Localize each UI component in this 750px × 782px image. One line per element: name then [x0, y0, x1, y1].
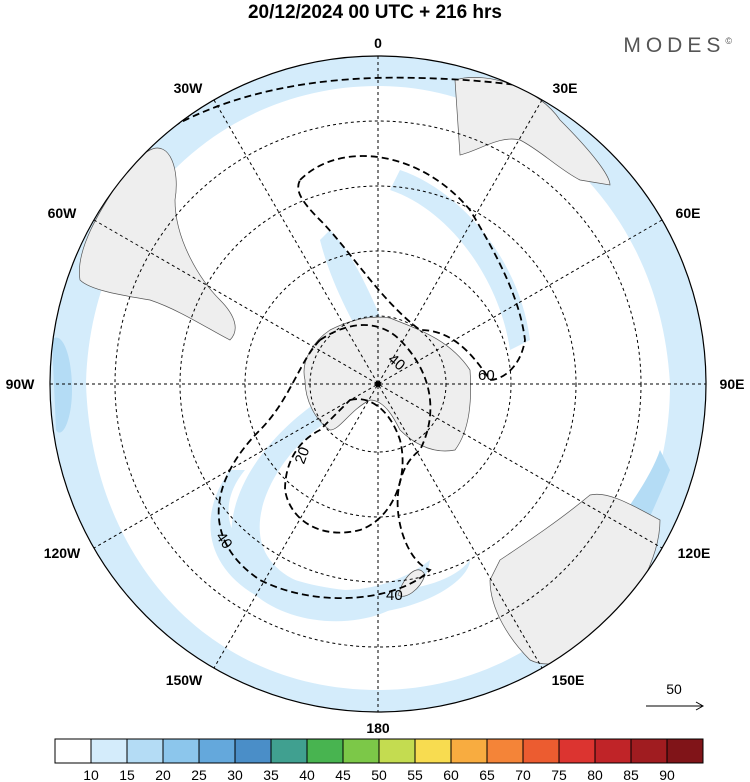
lon-label-30e: 30E — [553, 80, 578, 96]
colorbar-label: 45 — [335, 767, 351, 782]
polar-map: 40 60 20 40 40 0 30E 60E 90E 120E 150E 1… — [6, 35, 745, 735]
contour-label: 20 — [292, 445, 314, 466]
map-boundary — [49, 55, 707, 713]
colorbar-label: 55 — [407, 767, 423, 782]
colorbar-label: 25 — [191, 767, 207, 782]
land-australia — [489, 493, 661, 665]
wind-band-arc — [210, 470, 470, 616]
colorbar-label: 40 — [299, 767, 315, 782]
colorbar-box — [594, 738, 632, 764]
lon-label-60e: 60E — [676, 205, 701, 221]
arrow-head-icon — [695, 701, 705, 711]
colorbar-box — [270, 738, 308, 764]
colorbar-box — [558, 738, 596, 764]
colorbar-label: 30 — [227, 767, 243, 782]
reference-vector-label: 50 — [666, 681, 682, 697]
wind-band-east — [390, 170, 530, 350]
brand-logo: MODES© — [623, 34, 732, 58]
colorbar-label: 20 — [155, 767, 171, 782]
meridians — [50, 56, 706, 712]
land-south-america — [79, 147, 236, 341]
colorbar-box — [234, 738, 272, 764]
colorbar-box — [630, 738, 668, 764]
colorbar-label: 15 — [119, 767, 135, 782]
colorbar-label: 75 — [551, 767, 567, 782]
colorbar-label: 90 — [659, 767, 675, 782]
colorbar-box — [666, 738, 704, 764]
colorbar-label: 70 — [515, 767, 531, 782]
wind-core-west — [52, 337, 72, 433]
colorbar-box — [486, 738, 524, 764]
colorbar-box — [450, 738, 488, 764]
lon-label-150w: 150W — [166, 672, 203, 688]
colorbar-boxes — [54, 738, 704, 764]
colorbar-labels: 10 15 20 25 30 35 40 45 50 55 60 65 70 75 80 85 90 — [83, 767, 675, 782]
colorbar-label: 60 — [443, 767, 459, 782]
lon-label-150e: 150E — [552, 672, 585, 688]
lon-label-90w: 90W — [6, 376, 36, 392]
reference-vector: 50 — [646, 681, 705, 711]
lon-label-90e: 90E — [720, 376, 745, 392]
colorbar-box — [342, 738, 380, 764]
colorbar-box — [198, 738, 236, 764]
copyright-mark: © — [725, 36, 732, 46]
lon-label-30w: 30W — [174, 80, 204, 96]
lon-label-120w: 120W — [44, 545, 81, 561]
south-pole-marker — [375, 381, 381, 387]
colorbar-label: 65 — [479, 767, 495, 782]
colorbar: 10 15 20 25 30 35 40 45 50 55 60 65 70 75 80 85 90 — [54, 738, 704, 782]
colorbar-box — [378, 738, 416, 764]
brand-name: MODES — [623, 34, 726, 57]
wind-band-mid — [231, 400, 430, 622]
lon-label-60w: 60W — [48, 205, 78, 221]
map-title: 20/12/2024 00 UTC + 216 hrs — [247, 2, 503, 23]
colorbar-box — [414, 738, 452, 764]
colorbar-box — [306, 738, 344, 764]
colorbar-box — [90, 738, 128, 764]
lon-label-180: 180 — [366, 720, 390, 735]
colorbar-box — [126, 738, 164, 764]
colorbar-box — [522, 738, 560, 764]
colorbar-label: 50 — [371, 767, 387, 782]
lon-label-120e: 120E — [678, 545, 711, 561]
lon-label-0: 0 — [374, 35, 382, 51]
colorbar-label: 85 — [623, 767, 639, 782]
colorbar-box — [162, 738, 200, 764]
colorbar-label: 80 — [587, 767, 603, 782]
colorbar-label: 10 — [83, 767, 99, 782]
contour-label: 60 — [478, 367, 495, 384]
colorbar-box — [54, 738, 92, 764]
contour-label: 40 — [386, 587, 403, 604]
colorbar-label: 35 — [263, 767, 279, 782]
contour-label: 40 — [212, 529, 235, 552]
